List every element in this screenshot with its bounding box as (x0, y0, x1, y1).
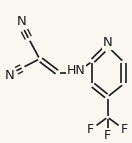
Text: F: F (121, 123, 128, 136)
Text: F: F (104, 129, 111, 142)
Text: F: F (87, 123, 94, 136)
Text: N: N (5, 69, 14, 82)
Text: N: N (17, 15, 27, 28)
Text: HN: HN (67, 64, 85, 77)
Text: N: N (103, 36, 112, 49)
